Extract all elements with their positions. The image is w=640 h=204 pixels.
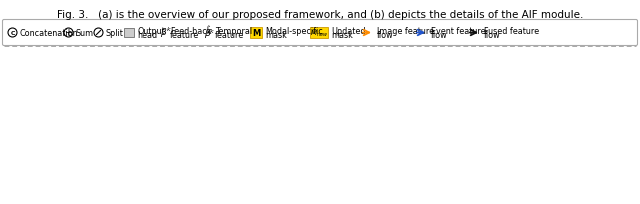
Text: feature: feature <box>215 31 244 40</box>
Text: mask: mask <box>265 31 287 40</box>
Text: feature: feature <box>170 31 199 40</box>
Text: +: + <box>65 28 72 38</box>
Text: Output: Output <box>137 26 164 35</box>
Text: Feed-back: Feed-back <box>170 26 211 35</box>
Text: C: C <box>10 31 15 36</box>
Text: Temporal: Temporal <box>215 26 252 35</box>
Text: Split: Split <box>105 29 123 38</box>
Text: head: head <box>137 31 157 40</box>
Text: Updated: Updated <box>331 26 365 35</box>
Text: Fig. 3.   (a) is the overview of our proposed framework, and (b) depicts the det: Fig. 3. (a) is the overview of our propo… <box>57 10 583 20</box>
Text: Fused feature: Fused feature <box>484 26 539 35</box>
Text: flow: flow <box>377 31 394 40</box>
FancyBboxPatch shape <box>310 28 328 39</box>
FancyBboxPatch shape <box>0 0 640 46</box>
Text: Concatenation: Concatenation <box>19 29 77 38</box>
Text: flow: flow <box>484 31 500 40</box>
Text: $\beta^k$: $\beta^k$ <box>160 25 172 40</box>
Text: Event feature: Event feature <box>431 26 486 35</box>
FancyBboxPatch shape <box>124 29 134 38</box>
Text: $\hat{\beta}^k$: $\hat{\beta}^k$ <box>204 24 216 41</box>
Text: mask: mask <box>331 31 353 40</box>
Text: flow: flow <box>431 31 447 40</box>
Text: Sum: Sum <box>75 29 93 38</box>
Text: Modal-specific: Modal-specific <box>265 26 323 35</box>
FancyBboxPatch shape <box>3 20 637 46</box>
FancyBboxPatch shape <box>250 28 262 39</box>
Text: $M_{new}$: $M_{new}$ <box>310 28 328 38</box>
Text: Image feature: Image feature <box>377 26 434 35</box>
Text: M: M <box>252 29 260 38</box>
